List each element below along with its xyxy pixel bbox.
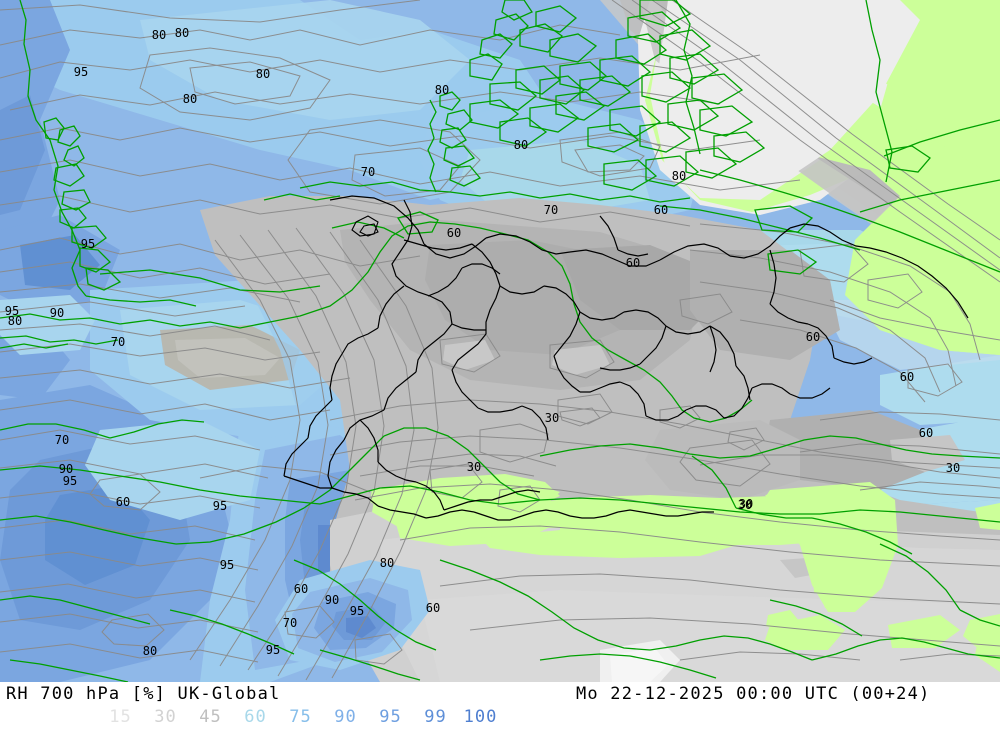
legend-tick-95[interactable]: 95 bbox=[379, 707, 402, 727]
legend-tick-60[interactable]: 60 bbox=[244, 707, 267, 727]
legend-tick-100[interactable]: 100 bbox=[463, 707, 498, 727]
map-footer: RH 700 hPa [%] UK-Global Mo 22-12-2025 0… bbox=[0, 682, 1000, 733]
legend-tick-15[interactable]: 15 bbox=[109, 707, 132, 727]
relative-humidity-map[interactable]: 80 80 95 80 80 80 70 80 80 70 60 60 95 60 95 90 80 70 60 60… bbox=[0, 0, 1000, 682]
legend-tick-75[interactable]: 75 bbox=[289, 707, 312, 727]
footer-title: RH 700 hPa [%] UK-Global bbox=[6, 684, 281, 704]
footer-datetime: Mo 22-12-2025 00:00 UTC (00+24) bbox=[576, 684, 931, 704]
legend-scale[interactable]: 15 30 45 60 75 90 95 99 100 bbox=[98, 707, 503, 727]
legend-tick-99[interactable]: 99 bbox=[424, 707, 447, 727]
legend-tick-90[interactable]: 90 bbox=[334, 707, 357, 727]
legend-tick-30[interactable]: 30 bbox=[154, 707, 177, 727]
legend-tick-45[interactable]: 45 bbox=[199, 707, 222, 727]
